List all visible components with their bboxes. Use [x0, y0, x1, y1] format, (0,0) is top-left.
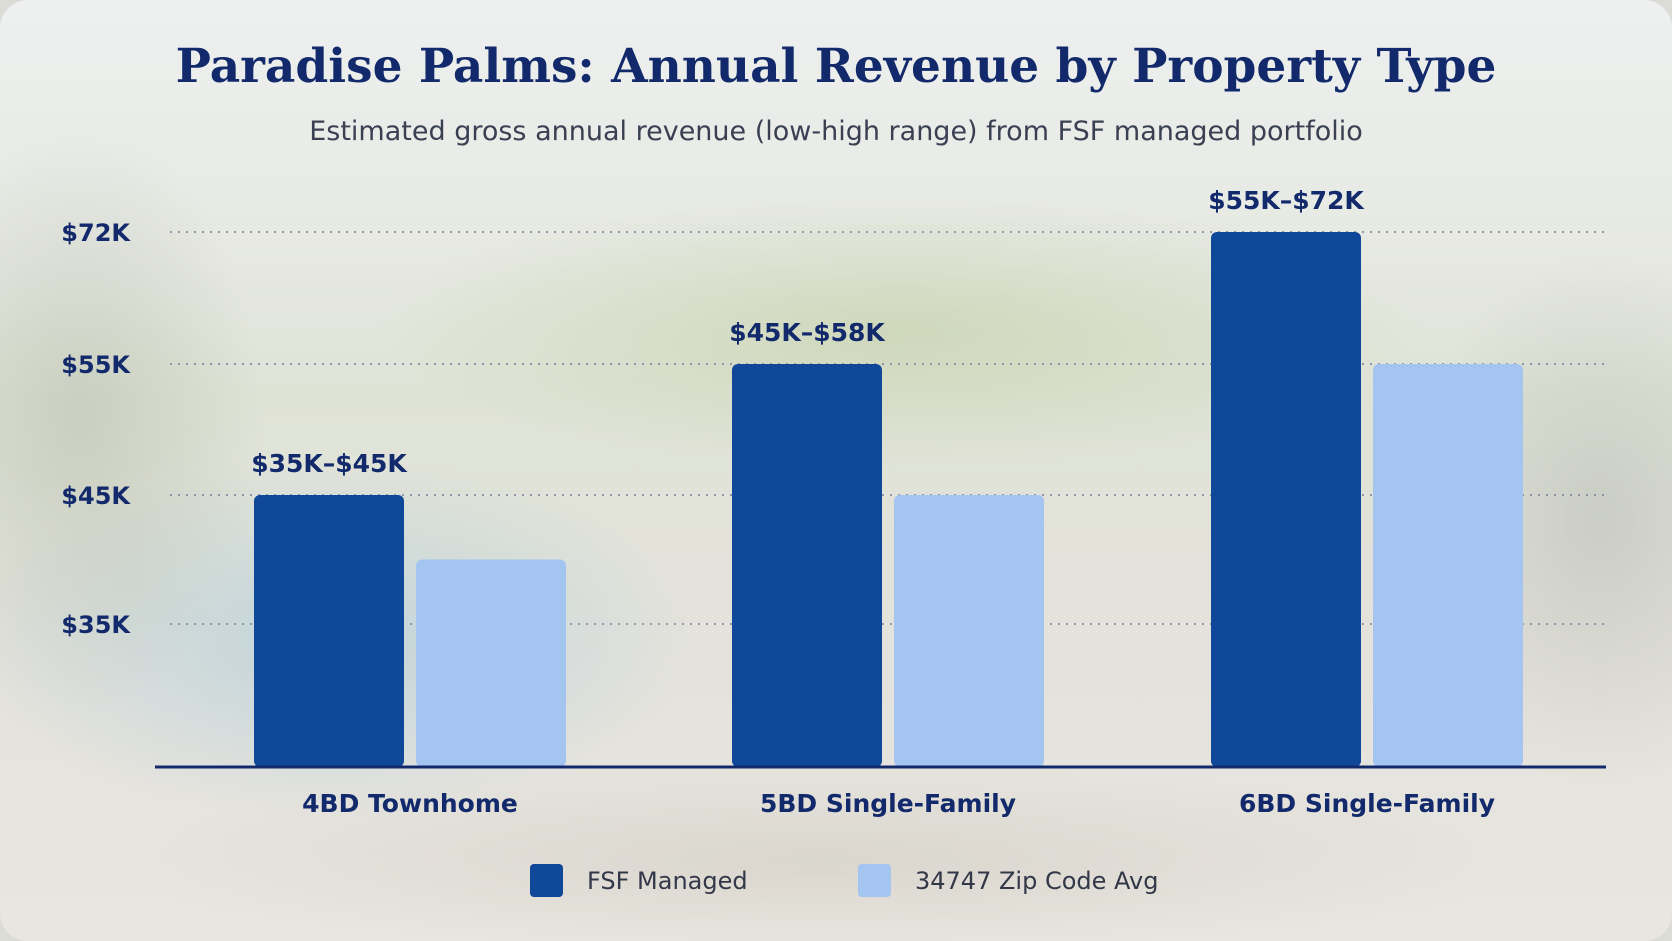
- x-category-label: 5BD Single-Family: [760, 789, 1016, 818]
- bar-zip-avg: [894, 495, 1044, 767]
- y-tick-label: $35K: [61, 611, 131, 639]
- bar-fsf-managed: [732, 364, 882, 767]
- data-label: $55K–$72K: [1208, 186, 1365, 215]
- bar-fsf-managed: [1211, 232, 1361, 767]
- x-category-label: 6BD Single-Family: [1239, 789, 1495, 818]
- y-tick-label: $55K: [61, 351, 131, 379]
- bars: [254, 232, 1523, 767]
- data-label: $45K–$58K: [729, 318, 886, 347]
- legend: FSF Managed 34747 Zip Code Avg: [530, 864, 1158, 897]
- bar-fsf-managed: [254, 495, 404, 767]
- chart-subtitle: Estimated gross annual revenue (low-high…: [309, 116, 1363, 147]
- y-tick-label: $72K: [61, 219, 131, 247]
- y-tick-label: $45K: [61, 482, 131, 510]
- chart-title: Paradise Palms: Annual Revenue by Proper…: [176, 39, 1497, 94]
- data-label: $35K–$45K: [251, 449, 408, 478]
- x-category-label: 4BD Townhome: [302, 789, 518, 818]
- legend-label: FSF Managed: [587, 867, 748, 895]
- legend-swatch: [858, 864, 891, 897]
- bar-zip-avg: [416, 559, 566, 767]
- legend-label: 34747 Zip Code Avg: [915, 867, 1158, 895]
- bar-zip-avg: [1373, 364, 1523, 767]
- legend-swatch: [530, 864, 563, 897]
- labels: $35K $45K $55K $72K $35K–$45K 4BD Townhome $45…: [61, 186, 1495, 818]
